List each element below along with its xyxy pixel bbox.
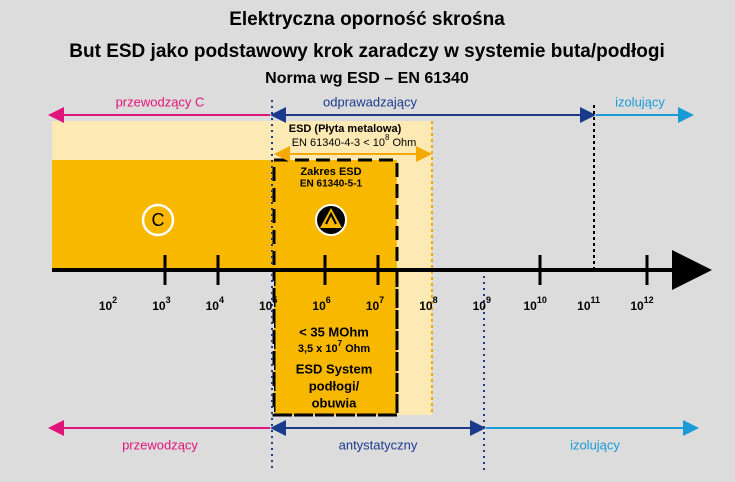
range-label: izolujący (615, 94, 665, 109)
title: Elektryczna oporność skrośna (229, 9, 505, 30)
text: 3 (166, 295, 171, 305)
range-label: odprawadzający (323, 94, 417, 109)
axis-label: 106 (312, 295, 330, 313)
system-line: obuwia (312, 395, 358, 410)
norm: Norma wg ESD – EN 61340 (265, 70, 469, 87)
text: 10 (312, 299, 326, 313)
text: 7 (379, 295, 384, 305)
range-label: antystatyczny (339, 437, 418, 452)
text: 9 (486, 295, 491, 305)
axis-label: 102 (99, 295, 117, 313)
text: 2 (112, 295, 117, 305)
c-label: C (152, 210, 165, 230)
system-value: 3,5 x 107 Ohm (298, 339, 371, 355)
text: 10 (537, 295, 547, 305)
axis-label: 1010 (524, 295, 547, 313)
axis-label: 1012 (630, 295, 653, 313)
c-symbol (141, 203, 175, 237)
axis-label: 105 (259, 295, 277, 313)
text: 10 (419, 299, 433, 313)
text: 5 (272, 295, 277, 305)
text: EN 61340-4-3 < 10 (292, 137, 385, 149)
range-norm: EN 61340-5-1 (300, 179, 363, 190)
range-label: przewodzący (122, 437, 198, 452)
axis-label: 104 (206, 295, 224, 313)
tick-group (163, 255, 649, 285)
plate-title: ESD (Płyta metalowa) (289, 123, 402, 135)
text: 4 (219, 295, 224, 305)
text: 10 (473, 299, 487, 313)
plate-limit: EN 61340-4-3 < 108 Ohm (292, 133, 417, 149)
axis-label: 108 (419, 295, 437, 313)
text: 12 (644, 295, 654, 305)
subtitle: But ESD jako podstawowy krok zaradczy w … (69, 41, 664, 62)
axis-label: 109 (473, 295, 491, 313)
range-title: Zakres ESD (300, 166, 361, 178)
text: 8 (385, 133, 390, 142)
axis-label: 103 (152, 295, 170, 313)
text: 6 (326, 295, 331, 305)
text: 10 (259, 299, 273, 313)
text: 10 (99, 299, 113, 313)
text: 10 (577, 299, 591, 313)
text: 10 (524, 299, 538, 313)
gap (52, 270, 274, 415)
esd-box (272, 158, 399, 417)
text: Ohm (389, 137, 416, 149)
text: 10 (206, 299, 220, 313)
range-label: przewodzący C (116, 94, 205, 109)
text: 10 (152, 299, 166, 313)
text: 11 (591, 295, 601, 305)
system-line: ESD System (296, 361, 373, 376)
esd-icon (315, 204, 347, 236)
text: 10 (366, 299, 380, 313)
axis-label: 1011 (577, 295, 600, 313)
text: Ohm (342, 343, 370, 355)
system-line: podłogi/ (309, 378, 360, 393)
text: 3,5 x 10 (298, 343, 338, 355)
esd-box-lower (272, 268, 399, 417)
text: 8 (433, 295, 438, 305)
text: 7 (338, 339, 343, 348)
text: 10 (630, 299, 644, 313)
range-label: izolujący (570, 437, 620, 452)
system-limit: < 35 MOhm (299, 324, 369, 339)
axis-label: 107 (366, 295, 384, 313)
